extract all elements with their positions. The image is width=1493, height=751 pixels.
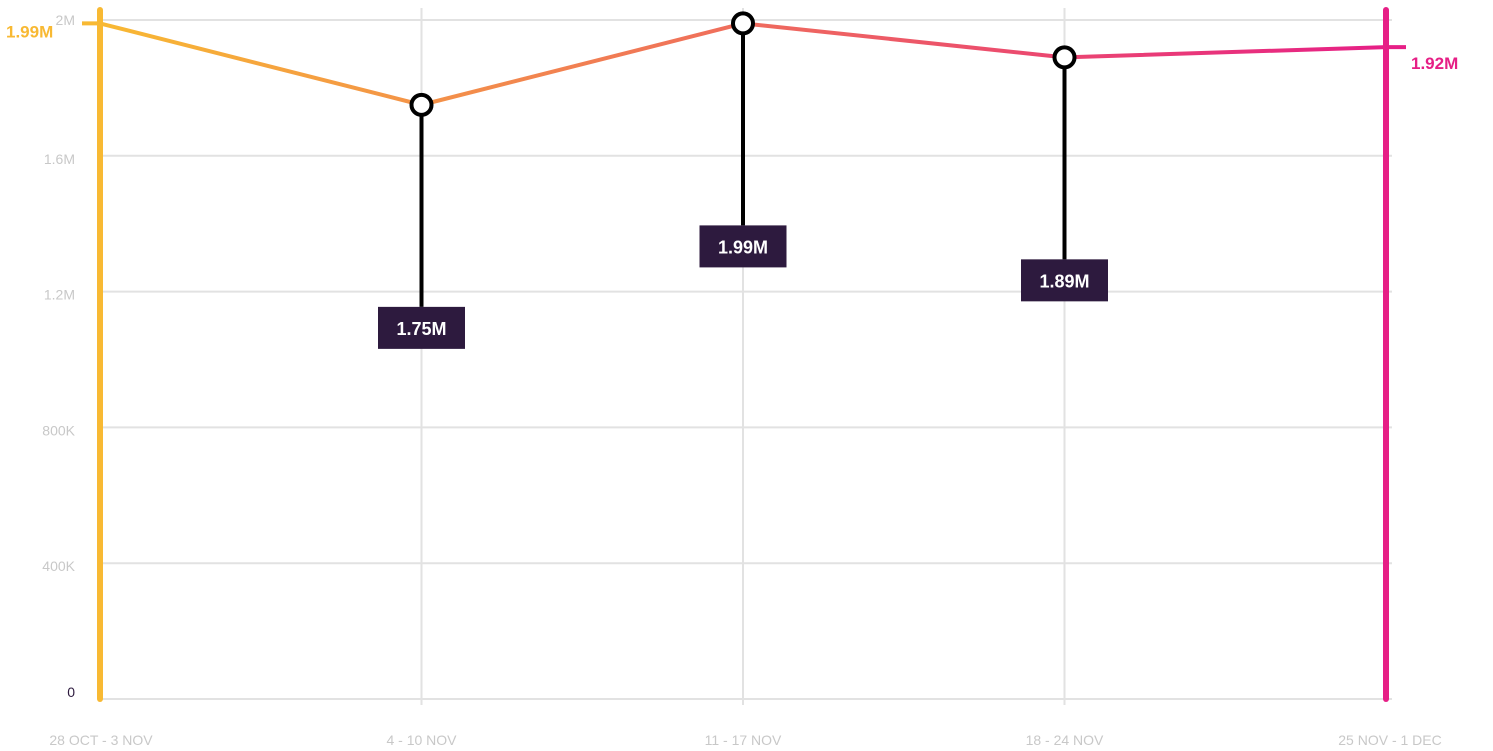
end-value-label: 1.92M [1411, 54, 1458, 73]
y-tick-label: 800K [42, 422, 75, 438]
data-point-marker [1052, 45, 1077, 70]
x-tick-label: 4 - 10 NOV [386, 732, 457, 748]
x-tick-label: 11 - 17 NOV [705, 732, 782, 748]
y-tick-label: 2M [56, 12, 75, 28]
x-tick-label: 18 - 24 NOV [1026, 732, 1104, 748]
labels: 0 400K 800K 1.2M 1.6M 2M 28 OCT - 3 NOV 4 - 10 … [6, 12, 1458, 748]
start-value-label: 1.99M [6, 22, 53, 41]
y-tick-label: 0 [67, 684, 75, 700]
data-point-marker [409, 92, 434, 117]
callouts: 1.75M 1.99M 1.89M [378, 11, 1108, 349]
callout-box [699, 225, 787, 268]
x-tick-label: 28 OCT - 3 NOV [49, 732, 153, 748]
callout-box [1021, 259, 1108, 302]
grid [100, 8, 1392, 705]
callout-label: 1.89M [1039, 271, 1089, 291]
x-tick-label: 25 NOV - 1 DEC [1338, 732, 1441, 748]
callout-label: 1.99M [718, 237, 768, 257]
y-tick-label: 1.6M [44, 151, 75, 167]
callout-label: 1.75M [396, 319, 446, 339]
y-tick-label: 1.2M [44, 287, 75, 303]
y-tick-label: 400K [42, 558, 75, 574]
data-point-marker [731, 11, 755, 36]
axes [82, 7, 1406, 702]
callout-box [378, 306, 465, 349]
